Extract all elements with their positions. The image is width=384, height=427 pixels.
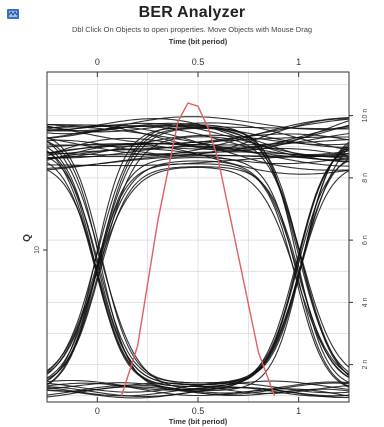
bottom-tick-label-1: 0.5 bbox=[192, 406, 205, 416]
eye-trace-54 bbox=[46, 124, 350, 149]
top-axis-title: Time (bit period) bbox=[169, 37, 228, 46]
top-tick-label-2: 1 bbox=[296, 57, 301, 67]
bottom-tick-label-0: 0 bbox=[95, 406, 100, 416]
chart-title: BER Analyzer bbox=[138, 4, 246, 21]
axis-ticks: 0 0.5 10 0.5 12 n4 n6 n8 n10 n10 bbox=[34, 57, 369, 416]
eye-trace-41 bbox=[47, 122, 350, 157]
eye-trace-50 bbox=[46, 381, 350, 396]
right-tick-label-1: 4 n bbox=[362, 297, 369, 307]
eye-trace-56 bbox=[46, 382, 350, 397]
eye-trace-42 bbox=[46, 148, 350, 165]
eye-trace-45 bbox=[46, 124, 350, 373]
q-factor-line bbox=[120, 102, 276, 397]
eye-trace-30 bbox=[46, 120, 350, 157]
top-tick-label-1: 0.5 bbox=[192, 57, 205, 67]
right-tick-label-3: 8 n bbox=[362, 173, 369, 183]
left-tick-label-0: 10 bbox=[34, 246, 41, 254]
eye-trace-14 bbox=[46, 386, 350, 397]
right-tick-label-0: 2 n bbox=[362, 360, 369, 370]
bottom-tick-label-2: 1 bbox=[296, 406, 301, 416]
left-axis-title: Q bbox=[22, 234, 33, 242]
eye-trace-47 bbox=[47, 136, 349, 146]
eye-trace-44 bbox=[46, 382, 350, 394]
eye-trace-39 bbox=[46, 136, 350, 382]
q-factor-curve[interactable] bbox=[120, 102, 276, 397]
eye-trace-20 bbox=[46, 379, 350, 391]
eye-trace-52 bbox=[46, 140, 350, 392]
eye-trace-53 bbox=[46, 146, 350, 167]
eye-trace-49 bbox=[46, 132, 350, 154]
bottom-axis-title: Time (bit period) bbox=[169, 417, 228, 426]
eye-traces bbox=[46, 116, 350, 399]
eye-trace-57 bbox=[46, 163, 350, 388]
app-icon bbox=[7, 9, 19, 19]
right-tick-label-4: 10 n bbox=[362, 109, 369, 123]
right-tick-label-2: 6 n bbox=[362, 235, 369, 245]
top-tick-label-0: 0 bbox=[95, 57, 100, 67]
chart-subtitle: Dbl Click On Objects to open properties.… bbox=[71, 25, 313, 34]
eye-trace-55 bbox=[47, 118, 350, 161]
